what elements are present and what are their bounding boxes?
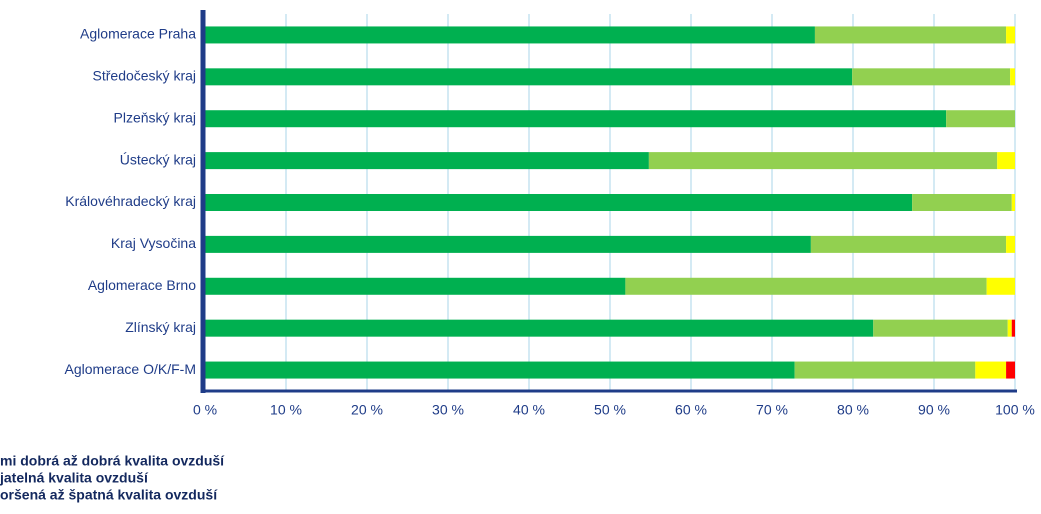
y-tick-label: Královéhradecký kraj [65,193,196,209]
x-tick-label: 30 % [432,402,464,418]
y-tick-label: Kraj Vysočina [111,235,196,251]
y-tick-label: Plzeňský kraj [114,109,196,125]
bar-segment [1011,194,1015,211]
bar-segment [986,277,1015,295]
legend-label: jatelná kvalita ovzduší [0,470,149,486]
x-tick-label: 50 % [594,402,626,418]
y-tick-label: Aglomerace Praha [80,26,196,42]
bar-segment [1011,319,1015,337]
bar-segment [852,68,1011,86]
bar-segment [810,235,1007,253]
x-tick-label: 0 % [193,402,217,418]
x-tick-label: 70 % [756,402,788,418]
bar-segment [997,152,1015,170]
bar-segment [946,110,1015,128]
x-tick-label: 40 % [513,402,545,418]
bar-segment [205,361,795,379]
y-tick-label: Zlínský kraj [125,319,196,335]
y-tick-label: Aglomerace O/K/F-M [65,361,196,377]
bar-segment [205,152,649,170]
bar-segment [1007,319,1012,337]
y-tick-label: Aglomerace Brno [88,277,196,293]
legend-label: oršená až špatná kvalita ovzduší [0,487,218,503]
bar-segment [912,194,1012,211]
bar-segment [1006,26,1015,44]
bar-segment [873,319,1008,337]
bar-segment [205,319,874,337]
bar-segment [625,277,987,295]
bar-segment [205,26,815,44]
bar-segment [205,194,913,211]
bar-segment [205,110,947,128]
y-tick-label: Ústecký kraj [120,151,196,167]
bar-segment [1006,361,1015,379]
bar-segment [205,235,811,253]
y-tick-label: Středočeský kraj [93,68,196,84]
bar-segment [1006,235,1015,253]
x-tick-label: 80 % [837,402,869,418]
bar-segment [205,68,853,86]
bar-segment [205,277,626,295]
bar-segment [814,26,1007,44]
bar-segment [648,152,998,170]
x-tick-label: 100 % [995,402,1035,418]
bar-segment [794,361,976,379]
bar-segment [975,361,1007,379]
bar-segment [1010,68,1015,86]
x-tick-label: 60 % [675,402,707,418]
x-tick-label: 10 % [270,402,302,418]
x-tick-label: 20 % [351,402,383,418]
legend-label: mi dobrá až dobrá kvalita ovzduší [0,453,225,469]
x-tick-label: 90 % [918,402,950,418]
